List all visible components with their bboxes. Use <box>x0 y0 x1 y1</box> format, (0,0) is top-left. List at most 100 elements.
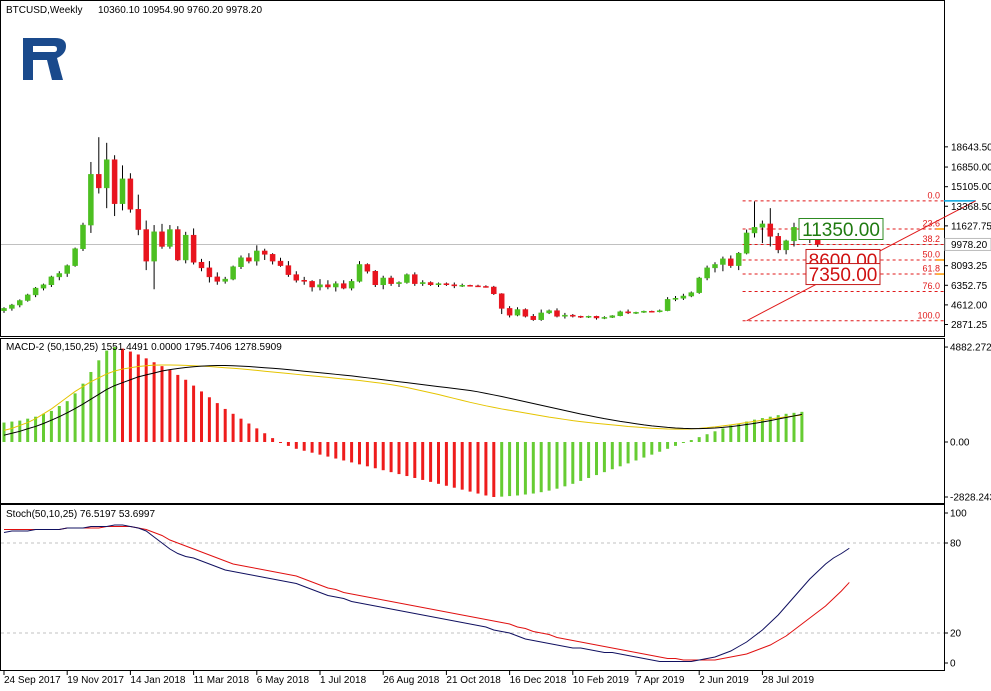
time-axis-label: 2 Jun 2019 <box>699 675 749 686</box>
macd-histogram-bar <box>49 410 53 442</box>
macd-histogram-bar <box>381 442 385 471</box>
candle-bearish <box>412 274 418 284</box>
candle-bullish <box>254 250 260 262</box>
macd-histogram-bar <box>318 442 322 455</box>
time-axis-label: 16 Dec 2018 <box>510 675 567 686</box>
candle-bearish <box>775 236 781 251</box>
symbol-timeframe-label: BTCUSD,Weekly <box>6 5 83 16</box>
candle-bullish <box>696 277 702 293</box>
time-axis-label: 14 Jan 2018 <box>130 675 185 686</box>
macd-histogram-bar <box>705 434 709 442</box>
price-axis-label: 16850.00 <box>951 163 991 174</box>
macd-histogram-bar <box>365 442 369 467</box>
price-axis: 18643.50 16850.00 15105.00 13368.50 11627.75… <box>944 142 991 331</box>
fib-level-label: 0.0 <box>927 190 940 200</box>
macd-histogram-bar <box>484 442 488 496</box>
macd-axis-label: -2828.2435 <box>950 493 991 504</box>
time-axis-label: 7 Apr 2019 <box>636 675 685 686</box>
candle-bullish <box>230 266 236 280</box>
macd-histogram-bar <box>555 442 559 489</box>
macd-axis-label: 4882.2725 <box>950 343 991 354</box>
macd-histogram-bar <box>500 442 504 497</box>
macd-histogram-bar <box>34 416 38 442</box>
candle-bullish <box>151 231 157 262</box>
stochastic-header: Stoch(50,10,25) 76.5197 53.6997 <box>6 509 155 520</box>
candle-bearish <box>491 286 497 295</box>
candle-bullish <box>317 284 323 288</box>
time-axis-label: 24 Sep 2017 <box>4 675 61 686</box>
macd-histogram-bar <box>223 408 227 442</box>
time-axis: 24 Sep 2017 19 Nov 2017 14 Jan 2018 11 Mar … <box>3 671 815 686</box>
macd-histogram-bar <box>89 371 93 442</box>
stochastic-main-line <box>3 524 850 662</box>
macd-axis: 4882.2725 0.00 -2828.2435 <box>944 343 991 504</box>
candle-bullish <box>333 283 339 288</box>
candle-bearish <box>483 286 489 288</box>
macd-histogram-bar <box>531 442 535 494</box>
macd-histogram-bar <box>2 422 6 442</box>
candle-bullish <box>720 258 726 265</box>
macd-histogram-bar <box>658 442 662 452</box>
candlesticks <box>1 137 821 321</box>
macd-histogram-bar <box>65 401 69 442</box>
macd-histogram-bar <box>263 433 267 442</box>
candle-bullish <box>751 227 758 234</box>
candle-bearish <box>269 254 276 262</box>
macd-histogram-bar <box>57 406 61 442</box>
candle-bearish <box>127 178 134 210</box>
candle-bearish <box>206 267 213 278</box>
candle-bullish <box>735 252 742 266</box>
macd-histogram-bar <box>326 442 330 457</box>
candle-bearish <box>388 277 394 284</box>
macd-pane[interactable]: 4882.2725 0.00 -2828.2435 MACD-2 (50,150,2… <box>0 338 991 504</box>
stochastic-pane[interactable]: 100 80 20 0 Stoch(50,10,25) 76.5197 53.6997 <box>0 504 991 671</box>
candle-bullish <box>585 316 592 318</box>
fib-level-label: 38.2 <box>922 234 940 244</box>
macd-chart[interactable]: 4882.2725 0.00 -2828.2435 MACD-2 (50,150,2… <box>0 338 991 504</box>
time-axis-label: 1 Jul 2018 <box>320 675 367 686</box>
candle-bearish <box>198 261 205 269</box>
macd-histogram-bar <box>271 438 275 442</box>
candle-bullish <box>238 257 244 267</box>
price-chart[interactable]: 0.0 23.6 38.2 50.0 61.8 76.0 100.0 11350.00860… <box>0 0 991 338</box>
macd-histogram-bar <box>437 442 440 484</box>
candle-bullish <box>380 277 386 286</box>
macd-histogram-bar <box>168 370 172 442</box>
macd-histogram-bar <box>579 442 583 481</box>
macd-header: MACD-2 (50,150,25) 1551.4491 0.0000 1795… <box>6 342 282 353</box>
candle-bearish <box>593 316 600 319</box>
macd-histogram-bar <box>571 442 575 484</box>
price-pane[interactable]: 0.0 23.6 38.2 50.0 61.8 76.0 100.0 11350.00 860… <box>0 0 991 338</box>
macd-histogram-bar <box>42 413 45 442</box>
stochastic-axis-label: 20 <box>950 629 962 640</box>
candle-bullish <box>356 264 363 282</box>
price-axis-label: 2871.25 <box>951 320 988 331</box>
macd-histogram-bar <box>350 442 354 463</box>
macd-histogram-bar <box>745 421 749 442</box>
stochastic-signal-line <box>4 526 850 661</box>
macd-histogram-bar <box>563 442 567 487</box>
stochastic-axis-label: 80 <box>950 539 962 550</box>
candle-bullish <box>672 298 679 300</box>
macd-histogram-bar <box>602 442 606 473</box>
macd-histogram-bar <box>444 442 448 486</box>
fib-level-label: 61.8 <box>922 264 940 274</box>
candle-bullish <box>514 309 521 316</box>
stochastic-chart[interactable]: 100 80 20 0 Stoch(50,10,25) 76.5197 53.6997 <box>0 504 991 671</box>
candle-bullish <box>759 223 766 228</box>
macd-histogram-bar <box>737 423 741 442</box>
macd-histogram-bar <box>121 348 124 442</box>
candle-bearish <box>577 316 584 318</box>
macd-histogram-bar <box>421 442 425 480</box>
candle-bullish <box>1 308 7 311</box>
macd-histogram-bar <box>192 385 196 442</box>
stochastic-levels <box>1 542 944 634</box>
macd-histogram-bar <box>452 442 456 488</box>
macd-histogram <box>2 347 804 498</box>
candle-bullish <box>601 317 608 319</box>
candle-bearish <box>143 229 149 262</box>
macd-histogram-bar <box>342 442 346 461</box>
stochastic-axis-label: 0 <box>950 659 956 670</box>
